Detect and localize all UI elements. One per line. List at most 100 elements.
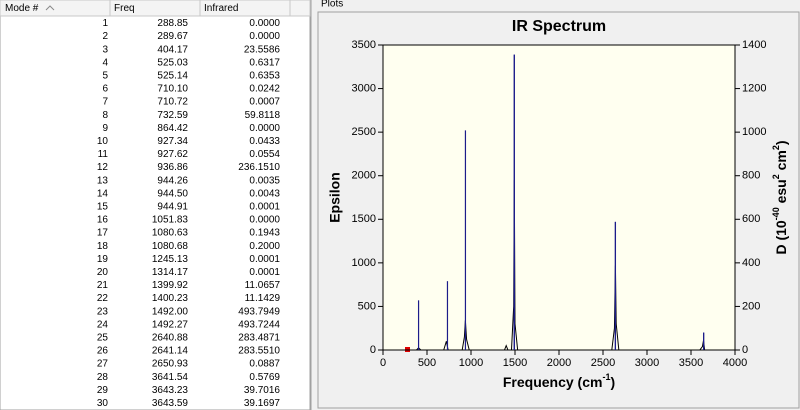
- table-cell: 4: [102, 57, 108, 68]
- table-cell: 525.03: [157, 57, 188, 68]
- table-cell: 22: [97, 293, 109, 304]
- table-cell: 1492.00: [152, 306, 189, 317]
- table-cell: 0.0000: [249, 215, 280, 226]
- x-axis-label: Frequency (cm-1): [503, 372, 615, 389]
- table-cell: 0.0043: [249, 188, 280, 199]
- y2-axis-label-part: ): [773, 140, 789, 145]
- x-tick-label: 0: [380, 357, 386, 369]
- table-cell: 3643.23: [152, 385, 189, 396]
- table-cell: 927.34: [157, 136, 188, 147]
- table-cell: 0.0554: [249, 149, 280, 160]
- x-tick-label: 2500: [591, 357, 615, 369]
- table-cell: 283.4871: [238, 333, 280, 344]
- column-header: Mode #: [5, 3, 39, 14]
- table-cell: 0.6317: [249, 57, 280, 68]
- x-axis-label-part: ): [610, 374, 615, 390]
- table-cell: 0.0001: [249, 267, 280, 278]
- table-cell: 9: [102, 123, 108, 134]
- table-cell: 1080.68: [152, 241, 189, 252]
- table-cell: 710.72: [157, 97, 188, 108]
- table-cell: 3: [102, 44, 108, 55]
- table-cell: 493.7949: [238, 306, 280, 317]
- table-cell: 288.85: [157, 18, 188, 29]
- chart-title: IR Spectrum: [512, 18, 606, 35]
- table-panel: [0, 0, 311, 410]
- table-cell: 404.17: [157, 44, 188, 55]
- table-cell: 944.50: [157, 188, 188, 199]
- x-tick-label: 1500: [503, 357, 527, 369]
- table: Mode # Freq Infrared 1 288.85 0.0000 2 289.67 0.…: [5, 3, 280, 409]
- table-cell: 944.26: [157, 175, 188, 186]
- table-cell: 927.62: [157, 149, 188, 160]
- table-cell: 5: [102, 71, 108, 82]
- table-cell: 0.5769: [249, 372, 280, 383]
- table-cell: 0.0887: [249, 359, 280, 370]
- table-cell: 1080.63: [152, 228, 189, 239]
- y2-tick-label: 200: [742, 300, 760, 312]
- table-cell: 6: [102, 84, 108, 95]
- table-cell: 3641.54: [152, 372, 189, 383]
- table-cell: 1051.83: [152, 215, 189, 226]
- y-axis-label: Epsilon: [327, 172, 343, 223]
- table-cell: 23.5586: [244, 44, 281, 55]
- y2-tick-label: 400: [742, 257, 760, 269]
- table-cell: 29: [97, 385, 109, 396]
- table-cell: 7: [102, 97, 108, 108]
- y2-axis-label-part: esu: [773, 179, 789, 207]
- table-cell: 1400.23: [152, 293, 189, 304]
- table-cell: 0.0000: [249, 123, 280, 134]
- panel-title: Plots: [321, 0, 343, 10]
- table-cell: 28: [97, 372, 109, 383]
- y2-axis-label-part: cm: [773, 150, 789, 174]
- table-cell: 20: [97, 267, 109, 278]
- table-header: [0, 0, 311, 17]
- table-cell: 25: [97, 333, 109, 344]
- plot-area: [382, 44, 736, 351]
- table-cell: 10: [97, 136, 109, 147]
- table-cell: 0.0001: [249, 254, 280, 265]
- x-tick-label: 3000: [635, 357, 659, 369]
- y2-tick-label: 0: [742, 344, 748, 356]
- table-cell: 3643.59: [152, 398, 189, 409]
- y2-tick-label: 600: [742, 213, 760, 225]
- table-cell: 8: [102, 110, 108, 121]
- y-tick-label: 500: [358, 300, 376, 312]
- table-cell: 39.7016: [244, 385, 281, 396]
- column-header: Freq: [114, 3, 135, 14]
- table-cell: 710.10: [157, 84, 188, 95]
- table-cell: 18: [97, 241, 109, 252]
- y2-tick-label: 1200: [742, 82, 766, 94]
- y2-axis-label-part: 2: [771, 174, 781, 179]
- y-tick-label: 2000: [352, 170, 376, 182]
- y2-tick-label: 1400: [742, 39, 766, 51]
- table-cell: 0.0001: [249, 202, 280, 213]
- table-cell: 1245.13: [152, 254, 189, 265]
- table-cell: 15: [97, 202, 109, 213]
- table-cell: 24: [97, 319, 109, 330]
- table-cell: 236.1510: [238, 162, 280, 173]
- table-cell: 11.0657: [245, 280, 281, 291]
- table-cell: 39.1697: [244, 398, 281, 409]
- table-cell: 2: [102, 31, 108, 42]
- table-cell: 17: [97, 228, 109, 239]
- table-cell: 11: [98, 149, 109, 160]
- table-cell: 944.91: [157, 202, 188, 213]
- table-cell: 26: [97, 346, 109, 357]
- table-cell: 283.5510: [238, 346, 280, 357]
- table-cell: 2641.14: [152, 346, 189, 357]
- table-cell: 21: [97, 280, 109, 291]
- y-tick-label: 3500: [352, 39, 376, 51]
- y-tick-label: 1000: [352, 257, 376, 269]
- table-cell: 289.67: [157, 31, 188, 42]
- sort-arrow[interactable]: [45, 5, 55, 11]
- table-cell: 0.1943: [249, 228, 280, 239]
- table-cell: 1399.92: [152, 280, 189, 291]
- x-axis-label-part: -1: [602, 372, 610, 382]
- table-cell: 27: [97, 359, 109, 370]
- table-cell: 525.14: [157, 71, 188, 82]
- x-tick-label: 1000: [459, 357, 483, 369]
- table-cell: 30: [97, 398, 109, 409]
- table-cell: 0.0000: [249, 31, 280, 42]
- spectrum-curve: [405, 180, 709, 351]
- x-axis-label-part: Frequency (cm: [503, 374, 603, 390]
